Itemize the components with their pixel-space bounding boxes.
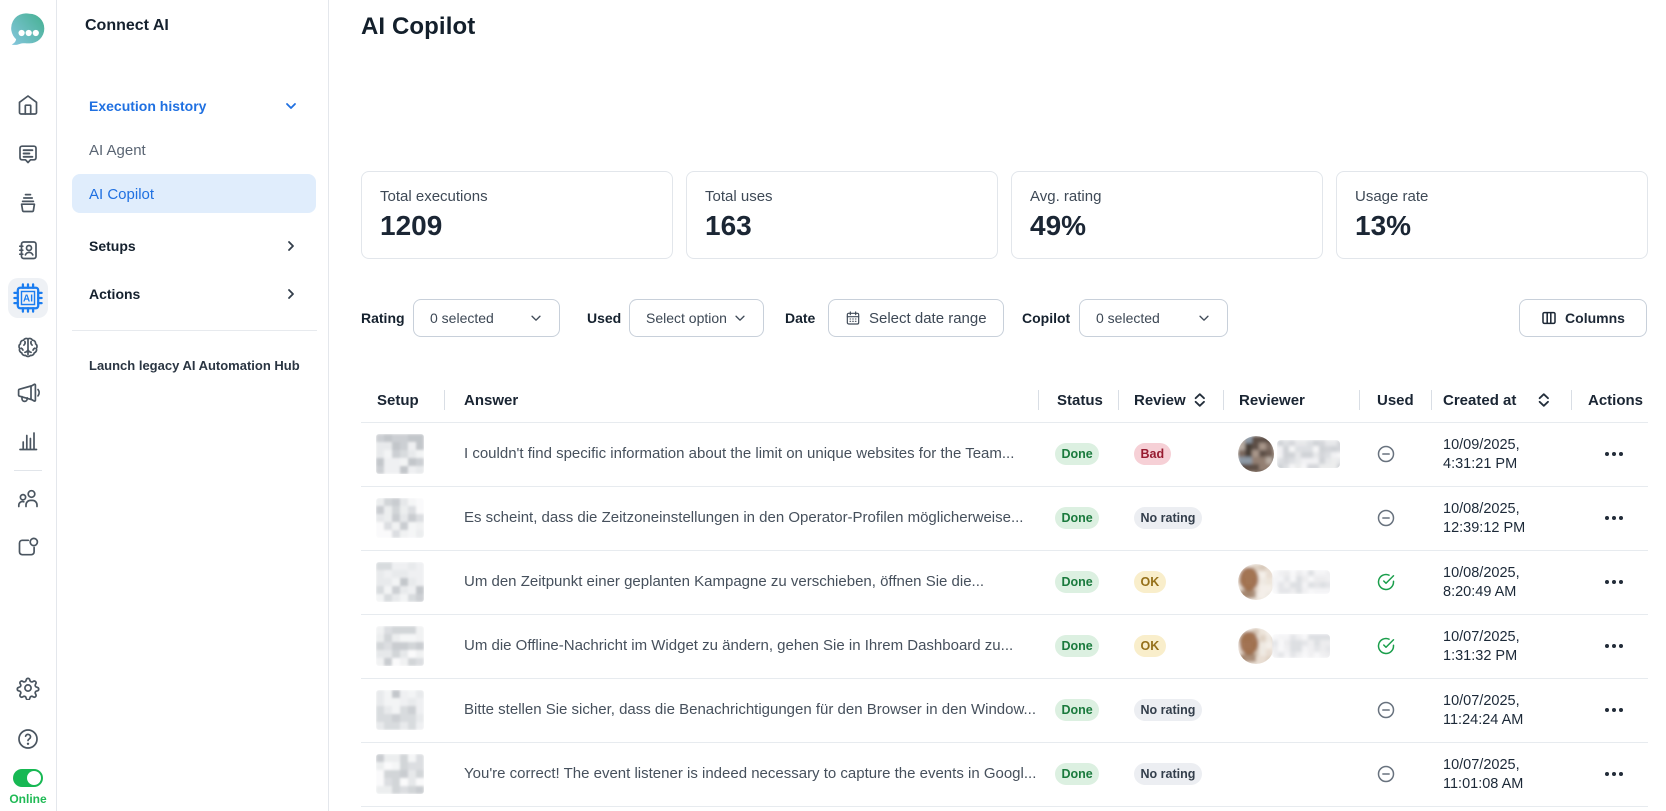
svg-text:AI: AI [23,294,33,305]
